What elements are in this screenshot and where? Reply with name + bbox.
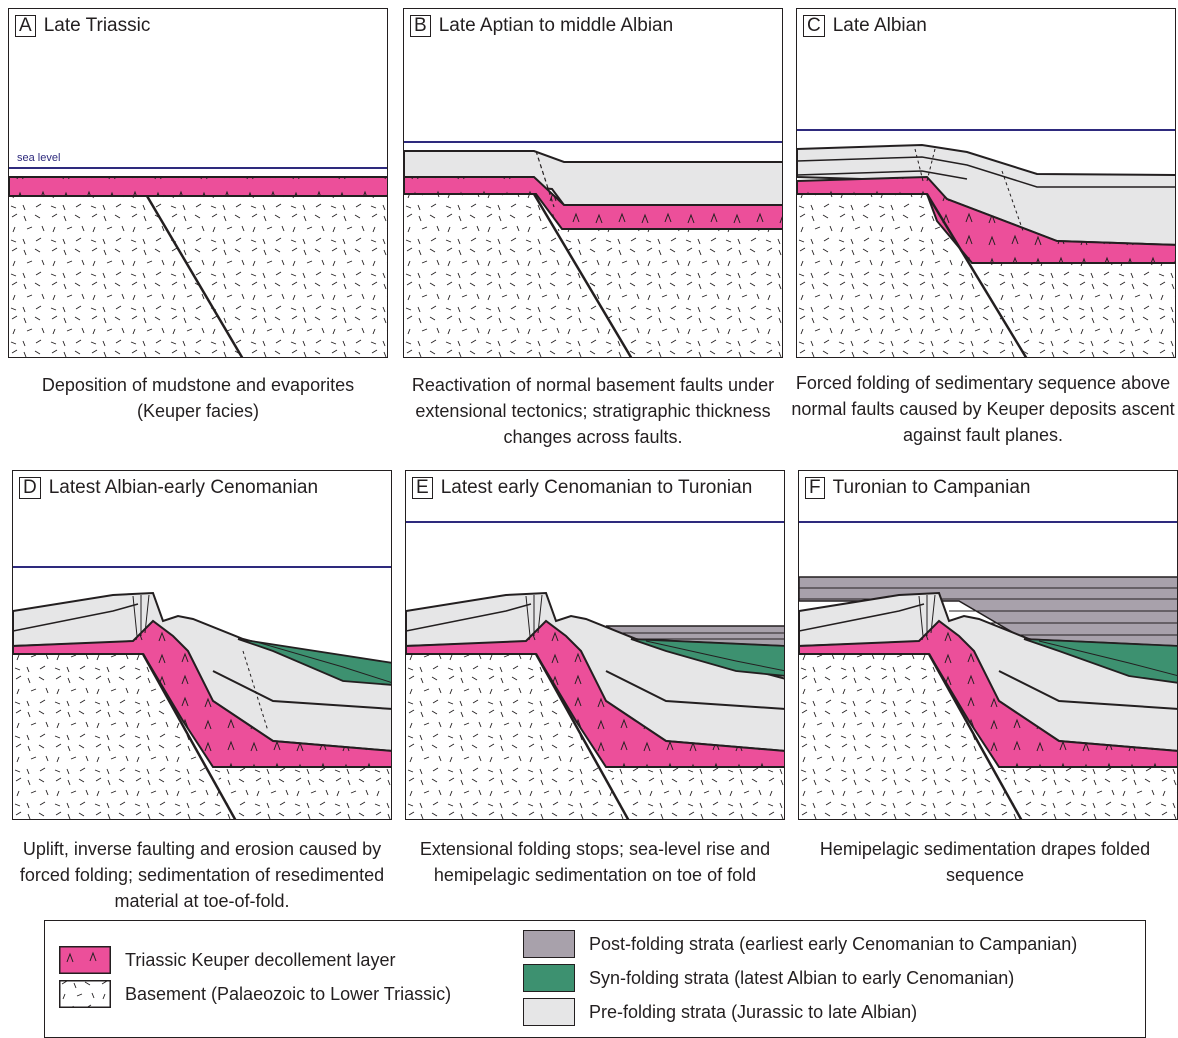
- post-folding-swatch: [523, 930, 575, 958]
- cross-section-c: [797, 129, 1175, 357]
- panel-title-text: Turonian to Campanian: [832, 477, 1031, 498]
- legend-label: Pre-folding strata (Jurassic to late Alb…: [589, 1001, 918, 1022]
- legend-label: Triassic Keuper decollement layer: [125, 949, 396, 970]
- panel-title-text: Late Albian: [832, 15, 927, 36]
- legend-item-syn-folding: Syn-folding strata (latest Albian to ear…: [523, 963, 1014, 993]
- legend-item-basement: Basement (Palaeozoic to Lower Triassic): [59, 979, 451, 1009]
- legend-label: Post-folding strata (earliest early Ceno…: [589, 933, 1078, 954]
- panel-d-title: D Latest Albian-early Cenomanian: [19, 477, 318, 499]
- caption-d: Uplift, inverse faulting and erosion cau…: [19, 839, 385, 911]
- legend-label: Syn-folding strata (latest Albian to ear…: [589, 967, 1015, 988]
- legend: Triassic Keuper decollement layer Baseme…: [44, 920, 1146, 1038]
- cross-section-e: [406, 521, 784, 819]
- panel-c: C Late Albian: [796, 8, 1176, 358]
- normal-fault: [534, 653, 630, 819]
- legend-item-post-folding: Post-folding strata (earliest early Ceno…: [523, 929, 1077, 959]
- panel-c-title: C Late Albian: [803, 15, 927, 37]
- cross-section-d: [13, 566, 391, 819]
- normal-fault: [927, 653, 1023, 819]
- legend-label: Basement (Palaeozoic to Lower Triassic): [125, 983, 452, 1004]
- panel-letter: B: [410, 15, 431, 37]
- cross-section-a: [9, 167, 387, 357]
- caption-b: Reactivation of normal basement faults u…: [411, 375, 775, 447]
- panel-title-text: Latest Albian-early Cenomanian: [48, 477, 319, 498]
- normal-fault: [925, 193, 1028, 357]
- panel-a-title: A Late Triassic: [15, 15, 150, 37]
- caption-a: Deposition of mudstone and evaporites (K…: [41, 375, 355, 421]
- panel-e: E Latest early Cenomanian to Turonian: [405, 470, 785, 820]
- normal-fault: [145, 195, 244, 357]
- panel-b-title: B Late Aptian to middle Albian: [410, 15, 673, 37]
- legend-item-pre-folding: Pre-folding strata (Jurassic to late Alb…: [523, 997, 917, 1027]
- panel-letter: C: [803, 15, 825, 37]
- panel-letter: D: [19, 477, 41, 499]
- panel-title-text: Latest early Cenomanian to Turonian: [440, 477, 753, 498]
- panel-e-title: E Latest early Cenomanian to Turonian: [412, 477, 752, 499]
- basement-swatch: [59, 980, 111, 1008]
- panel-letter: E: [412, 477, 433, 499]
- panel-d: D Latest Albian-early Cenomanian: [12, 470, 392, 820]
- panel-title-text: Late Aptian to middle Albian: [438, 15, 674, 36]
- panel-a: A Late Triassic sea level: [8, 8, 388, 358]
- normal-fault: [141, 653, 237, 819]
- normal-fault: [532, 193, 633, 357]
- syn-folding-swatch: [523, 964, 575, 992]
- panel-b: B Late Aptian to middle Albian: [403, 8, 783, 358]
- caption-f: Hemipelagic sedimentation drapes folded …: [819, 839, 1151, 885]
- panel-f-title: F Turonian to Campanian: [805, 477, 1030, 499]
- cross-section-f: [799, 521, 1177, 819]
- caption-e: Extensional folding stops; sea-level ris…: [419, 839, 771, 885]
- panel-title-text: Late Triassic: [43, 15, 151, 36]
- cross-section-b: [404, 141, 782, 357]
- panel-letter: A: [15, 15, 36, 37]
- legend-item-keuper: Triassic Keuper decollement layer: [59, 945, 395, 975]
- caption-c: Forced folding of sedimentary sequence a…: [791, 373, 1175, 445]
- panel-letter: F: [805, 477, 825, 499]
- panel-f: F Turonian to Campanian: [798, 470, 1178, 820]
- keuper-swatch: [59, 946, 111, 974]
- sea-level-label: sea level: [17, 152, 61, 164]
- pre-folding-swatch: [523, 998, 575, 1026]
